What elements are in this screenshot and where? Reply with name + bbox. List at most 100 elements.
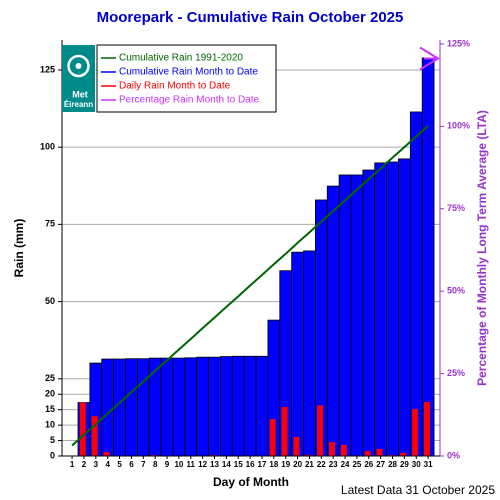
logo-text: Met	[72, 89, 88, 99]
x-tick-label: 25	[352, 460, 361, 469]
x-tick-label: 22	[317, 460, 326, 469]
bar	[423, 401, 430, 456]
x-tick-label: 27	[376, 460, 385, 469]
bar	[412, 409, 419, 456]
x-tick-label: 11	[187, 460, 196, 469]
y-tick-label: 10	[45, 419, 55, 429]
bar	[269, 419, 276, 456]
x-tick-label: 3	[94, 460, 99, 469]
y-axis-label: Rain (mm)	[12, 219, 26, 278]
y2-tick-label: 125%	[447, 38, 470, 48]
bar	[305, 454, 312, 456]
bar	[386, 161, 399, 457]
bar	[303, 250, 316, 457]
y2-tick-label: 25%	[447, 368, 465, 378]
x-tick-label: 24	[341, 460, 350, 469]
x-tick-label: 23	[329, 460, 338, 469]
bar	[329, 442, 335, 456]
bar	[317, 405, 324, 456]
x-tick-label: 1	[70, 460, 75, 469]
legend-label: Daily Rain Month to Date	[119, 81, 231, 92]
bar	[340, 444, 347, 456]
bar	[91, 416, 98, 456]
logo-swirl-core	[75, 63, 82, 69]
legend-box	[96, 44, 277, 113]
y-tick-label: 5	[50, 435, 55, 445]
bar	[326, 185, 340, 457]
y2-axis-label: Percentage of Monthly Long Term Average …	[475, 110, 489, 386]
bar	[208, 356, 221, 457]
logo-text: Éireann	[64, 100, 93, 109]
y2-tick-label: 75%	[447, 203, 465, 213]
percentage-arrow	[419, 46, 440, 71]
y2-tick-label: 0%	[447, 450, 460, 460]
bar	[196, 356, 209, 457]
x-tick-label: 7	[141, 460, 146, 469]
bar	[136, 358, 150, 457]
x-axis-label: Day of Month	[213, 475, 289, 489]
x-tick-label: 29	[400, 460, 409, 469]
bar	[364, 451, 371, 456]
legend-label: Cumulative Rain 1991-2020	[119, 53, 243, 64]
bar	[293, 436, 300, 456]
x-tick-label: 9	[165, 460, 170, 469]
y-tick-label: 100	[40, 142, 55, 152]
bar	[338, 174, 352, 457]
y-tick-label: 20	[45, 389, 55, 399]
bar	[101, 358, 115, 457]
bar	[374, 162, 387, 457]
x-tick-label: 13	[210, 460, 219, 469]
x-tick-label: 14	[222, 460, 231, 469]
y-tick-label: 0	[50, 450, 55, 460]
bar	[231, 355, 245, 457]
bar	[148, 357, 162, 457]
y-tick-label: 25	[45, 373, 55, 383]
legend-label: Cumulative Rain Month to Date	[119, 67, 258, 78]
y-tick-label: 125	[40, 64, 55, 74]
bar	[103, 451, 110, 456]
chart-title: Moorepark - Cumulative Rain October 2025	[97, 9, 404, 26]
x-tick-label: 6	[129, 460, 134, 469]
bar	[350, 174, 364, 457]
x-tick-label: 28	[388, 460, 397, 469]
x-tick-label: 10	[174, 460, 183, 469]
x-tick-label: 20	[293, 460, 302, 469]
x-tick-label: 21	[305, 460, 314, 469]
bar	[243, 355, 257, 457]
bar	[376, 448, 383, 456]
bar	[184, 357, 198, 457]
x-tick-label: 16	[246, 460, 255, 469]
bar	[362, 169, 376, 457]
bar	[421, 57, 435, 457]
x-tick-label: 5	[117, 460, 122, 469]
x-tick-label: 31	[424, 460, 433, 469]
x-tick-label: 17	[258, 460, 267, 469]
bar	[409, 111, 423, 457]
line	[71, 125, 429, 447]
y-tick-label: 75	[45, 219, 55, 229]
footer: Latest Data 31 October 2025	[341, 483, 495, 497]
bar	[291, 251, 304, 457]
bar	[400, 452, 407, 456]
bar	[160, 357, 174, 457]
x-tick-label: 12	[198, 460, 207, 469]
x-tick-label: 18	[269, 460, 278, 469]
bar	[281, 406, 288, 456]
bar	[220, 356, 233, 457]
y-tick-label: 50	[45, 296, 55, 306]
bar	[125, 358, 138, 457]
y2-tick-label: 100%	[447, 121, 470, 131]
x-tick-label: 8	[153, 460, 158, 469]
x-tick-label: 26	[364, 460, 373, 469]
bar	[398, 158, 411, 457]
x-tick-label: 2	[82, 460, 87, 469]
x-tick-label: 15	[234, 460, 243, 469]
x-tick-label: 19	[281, 460, 290, 469]
y2-tick-label: 50%	[447, 286, 465, 296]
y-tick-label: 15	[45, 404, 55, 414]
bar	[255, 355, 269, 457]
legend-label: Percentage Rain Month to Date	[119, 95, 260, 106]
bar	[79, 402, 86, 456]
bar	[172, 357, 186, 457]
x-tick-label: 30	[412, 460, 421, 469]
